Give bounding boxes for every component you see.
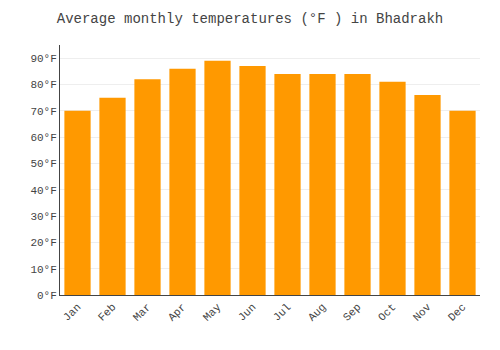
svg-text:70°F: 70°F — [30, 106, 56, 118]
svg-text:40°F: 40°F — [30, 185, 56, 197]
svg-text:50°F: 50°F — [30, 158, 56, 170]
svg-text:Nov: Nov — [411, 301, 434, 324]
svg-text:Feb: Feb — [96, 301, 118, 323]
svg-text:Aug: Aug — [306, 301, 328, 323]
svg-text:90°F: 90°F — [30, 53, 56, 65]
svg-text:Apr: Apr — [166, 301, 188, 323]
svg-text:Oct: Oct — [376, 301, 398, 323]
svg-text:Jun: Jun — [236, 301, 258, 323]
svg-text:20°F: 20°F — [30, 237, 56, 249]
svg-text:Sep: Sep — [341, 301, 363, 323]
svg-text:Mar: Mar — [131, 301, 153, 323]
svg-text:Dec: Dec — [446, 301, 468, 323]
svg-text:Jan: Jan — [61, 301, 83, 323]
svg-text:Jul: Jul — [271, 301, 293, 323]
svg-text:May: May — [201, 301, 224, 324]
svg-text:0°F: 0°F — [37, 290, 57, 302]
svg-text:30°F: 30°F — [30, 211, 56, 223]
svg-text:80°F: 80°F — [30, 79, 56, 91]
svg-text:10°F: 10°F — [30, 264, 56, 276]
svg-text:60°F: 60°F — [30, 132, 56, 144]
svg-text:Average monthly temperatures (: Average monthly temperatures (°F ) in Bh… — [57, 11, 443, 27]
